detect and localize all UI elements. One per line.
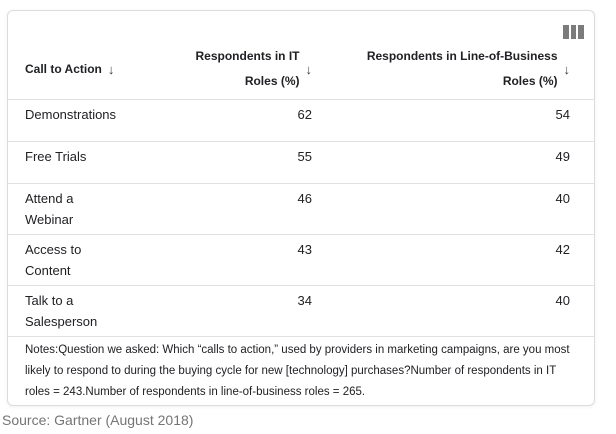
cell-lob-roles-pct: 49 <box>555 149 570 164</box>
view-columns-icon-bar <box>570 25 577 39</box>
cell-it-roles-pct: 34 <box>297 293 312 308</box>
column-header-call-to-action[interactable]: Call to Action ↓ <box>8 39 138 99</box>
notes-text: Notes:Question we asked: Which “calls to… <box>8 336 594 405</box>
column-label: Call to Action <box>25 62 102 76</box>
cell-lob-roles-pct: 40 <box>555 293 570 308</box>
view-columns-icon-bar <box>578 25 585 39</box>
table-header-row: Call to Action ↓ Respondents in IT Roles… <box>8 39 594 99</box>
cell-call-to-action: Talk to a Salesperson <box>25 293 98 329</box>
table-row: Talk to a Salesperson 34 40 <box>8 285 594 336</box>
cell-call-to-action: Attend a Webinar <box>25 191 74 227</box>
cell-call-to-action: Demonstrations <box>25 107 117 122</box>
sort-descending-icon: ↓ <box>305 61 313 77</box>
cell-it-roles-pct: 43 <box>297 242 312 257</box>
cell-it-roles-pct: 46 <box>297 191 312 206</box>
sort-descending-icon: ↓ <box>563 61 571 77</box>
cell-lob-roles-pct: 42 <box>555 242 570 257</box>
table-row: Access to Content 43 42 <box>8 234 594 285</box>
cell-call-to-action: Free Trials <box>25 149 87 164</box>
column-label-line1: Respondents in Line-of-Business <box>366 49 558 63</box>
view-columns-icon-bar <box>563 25 569 39</box>
table-row: Demonstrations 62 54 <box>8 99 594 141</box>
view-columns-icon[interactable] <box>563 25 585 39</box>
table-toolbar <box>8 11 594 39</box>
column-header-lob-roles[interactable]: Respondents in Line-of-Business Roles (%… <box>336 39 594 99</box>
cell-lob-roles-pct: 40 <box>555 191 570 206</box>
cell-lob-roles-pct: 54 <box>555 107 570 122</box>
column-label-line2: Roles (%) <box>244 74 300 88</box>
column-label: Respondents in IT Roles (%) <box>195 44 299 94</box>
cell-it-roles-pct: 62 <box>297 107 312 122</box>
data-table-card: Call to Action ↓ Respondents in IT Roles… <box>7 10 595 406</box>
table-row: Free Trials 55 49 <box>8 141 594 183</box>
cell-it-roles-pct: 55 <box>297 149 312 164</box>
table-row: Attend a Webinar 46 40 <box>8 183 594 234</box>
column-label-line1: Respondents in IT <box>195 49 300 63</box>
column-header-it-roles[interactable]: Respondents in IT Roles (%) ↓ <box>138 39 336 99</box>
column-label: Respondents in Line-of-Business Roles (%… <box>367 44 558 94</box>
cell-call-to-action: Access to Content <box>25 242 82 278</box>
source-caption: Source: Gartner (August 2018) <box>2 412 194 428</box>
sort-descending-icon: ↓ <box>107 61 115 77</box>
column-label-line2: Roles (%) <box>502 74 558 88</box>
